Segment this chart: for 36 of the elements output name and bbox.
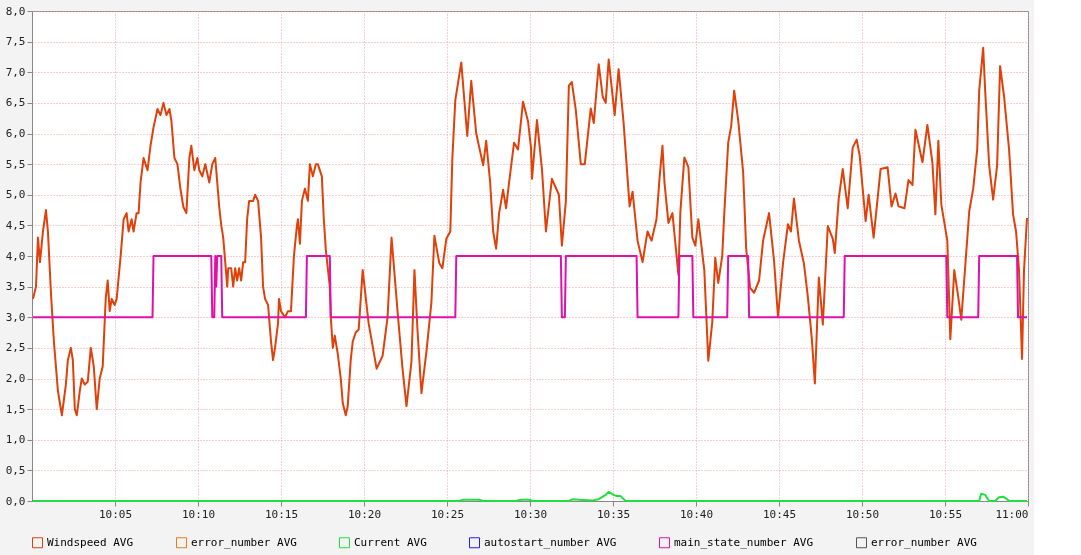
x-tick-label: 10:10 (181, 507, 216, 521)
x-tick-label: 10:50 (845, 507, 880, 521)
line-series (32, 46, 1028, 417)
x-tick-label: 11:00 (995, 507, 1029, 521)
x-tick-label: 10:05 (98, 507, 133, 521)
legend-label: error_number AVG (871, 535, 977, 549)
legend-label: main_state_number AVG (674, 535, 814, 549)
y-tick-label: 6,5 (5, 96, 26, 110)
y-tick-label: 7,0 (5, 65, 26, 79)
y-tick-label: 5,5 (5, 157, 26, 171)
y-tick-label: 1,5 (5, 402, 26, 416)
y-tick-label: 0,5 (5, 463, 26, 477)
x-tick-label: 10:45 (762, 507, 797, 521)
legend-label: Current AVG (354, 535, 427, 549)
x-tick-label: 10:25 (430, 507, 465, 521)
x-tick-label: 10:30 (513, 507, 548, 521)
x-tick-label: 10:15 (264, 507, 299, 521)
x-tick-label: 10:55 (928, 507, 963, 521)
y-tick-label: 4,0 (5, 249, 26, 263)
y-tick-label: 2,0 (5, 372, 26, 385)
y-tick-label: 5,0 (5, 188, 26, 202)
y-tick-label: 8,0 (5, 4, 26, 18)
y-tick-label: 1,0 (5, 433, 26, 447)
legend-label: Windspeed AVG (47, 535, 134, 549)
y-tick-label: 3,0 (5, 310, 26, 324)
y-tick-label: 0,0 (5, 494, 26, 508)
y-tick-label: 3,5 (5, 280, 26, 294)
legend-label: autostart_number AVG (484, 535, 617, 549)
y-tick-label: 2,5 (5, 341, 26, 355)
x-tick-label: 10:20 (347, 507, 382, 521)
legend-label: error_number AVG (191, 535, 297, 549)
y-tick-label: 7,5 (5, 35, 26, 49)
x-tick-label: 10:40 (679, 507, 714, 521)
y-tick-label: 4,5 (5, 218, 26, 232)
y-tick-label: 6,0 (5, 127, 26, 140)
x-tick-label: 10:35 (596, 507, 631, 521)
